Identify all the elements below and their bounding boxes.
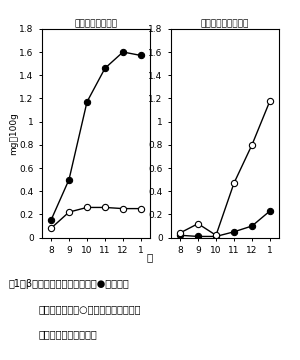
- Text: 図1　βークリプトキサンチン（●）とビオ: 図1 βークリプトキサンチン（●）とビオ: [9, 279, 130, 289]
- Text: ラキサンチン（○）含量の季節的変化: ラキサンチン（○）含量の季節的変化: [39, 304, 142, 314]
- Y-axis label: mg／100g: mg／100g: [9, 112, 18, 155]
- Title: バレンシアオレンジ: バレンシアオレンジ: [201, 19, 249, 28]
- Text: （砂じょうでの結果）: （砂じょうでの結果）: [39, 329, 98, 339]
- Text: 月: 月: [147, 252, 153, 262]
- Title: ウンシュウミカン: ウンシュウミカン: [74, 19, 118, 28]
